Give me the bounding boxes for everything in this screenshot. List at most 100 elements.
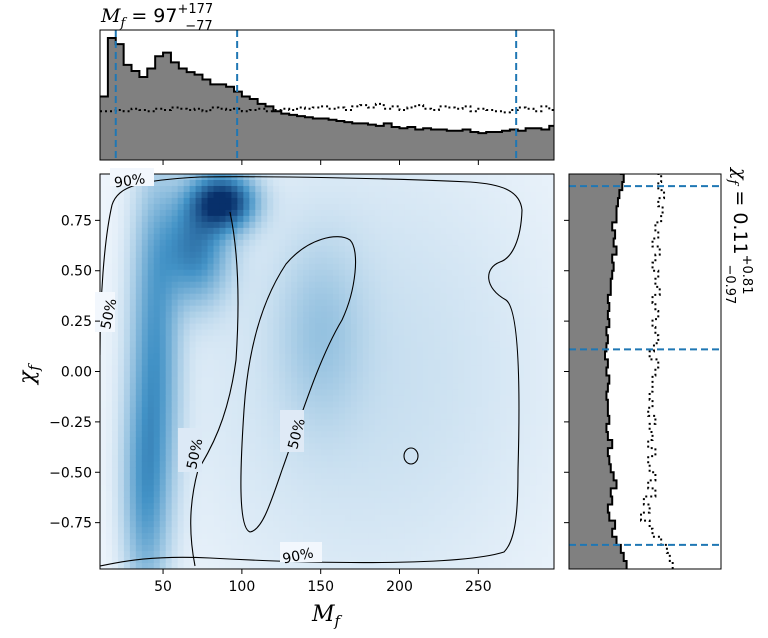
heatmap-cell: [291, 191, 298, 199]
heatmap-cell: [165, 191, 173, 199]
heatmap-cell: [416, 335, 424, 343]
heatmap-cell: [440, 299, 448, 307]
heatmap-cell: [488, 239, 495, 247]
heatmap-cell: [446, 443, 454, 450]
heatmap-cell: [542, 174, 549, 181]
heatmap-cell: [452, 533, 460, 540]
heatmap-cell: [201, 191, 209, 199]
heatmap-cell: [350, 551, 358, 558]
heatmap-cell: [362, 371, 370, 379]
heatmap-cell: [362, 509, 370, 516]
heatmap-cell: [536, 359, 543, 367]
heatmap-cell: [452, 209, 460, 217]
heatmap-cell: [255, 383, 262, 391]
heatmap-cell: [464, 221, 471, 229]
heatmap-cell: [309, 341, 316, 349]
heatmap-cell: [482, 437, 489, 444]
heatmap-cell: [177, 557, 185, 564]
heatmap-cell: [303, 371, 310, 379]
heatmap-cell: [159, 455, 167, 462]
heatmap-cell: [321, 197, 328, 205]
heatmap-cell: [117, 293, 125, 301]
heatmap-cell: [309, 221, 316, 229]
heatmap-cell: [255, 521, 262, 528]
heatmap-cell: [458, 431, 465, 438]
heatmap-cell: [542, 335, 549, 343]
heatmap-cell: [327, 389, 334, 397]
heatmap-cell: [350, 179, 358, 187]
heatmap-cell: [135, 221, 143, 229]
heatmap-cell: [434, 515, 442, 522]
heatmap-cell: [530, 329, 537, 337]
heatmap-cell: [476, 371, 483, 379]
heatmap-cell: [159, 533, 167, 540]
heatmap-cell: [368, 389, 376, 397]
heatmap-cell: [476, 551, 483, 558]
heatmap-cell: [201, 347, 209, 355]
heatmap-cell: [536, 305, 543, 313]
heatmap-cell: [482, 425, 489, 432]
heatmap-cell: [416, 551, 424, 558]
heatmap-cell: [279, 341, 286, 349]
heatmap-cell: [117, 455, 125, 462]
heatmap-cell: [309, 251, 316, 259]
heatmap-cell: [494, 539, 501, 546]
heatmap-cell: [494, 317, 501, 325]
heatmap-cell: [338, 539, 346, 546]
heatmap-cell: [518, 347, 525, 355]
heatmap-cell: [183, 257, 191, 265]
heatmap-cell: [225, 191, 233, 199]
heatmap-cell: [189, 269, 197, 277]
heatmap-cell: [356, 563, 364, 569]
heatmap-cell: [207, 383, 215, 391]
heatmap-cell: [434, 479, 442, 486]
heatmap-cell: [422, 449, 430, 456]
heatmap-cell: [291, 257, 298, 265]
heatmap-cell: [476, 341, 483, 349]
heatmap-cell: [255, 371, 262, 379]
heatmap-cell: [297, 515, 304, 522]
heatmap-cell: [458, 377, 465, 385]
heatmap-cell: [135, 389, 143, 397]
heatmap-cell: [440, 245, 448, 253]
heatmap-cell: [518, 437, 525, 444]
heatmap-cell: [500, 389, 507, 397]
heatmap-cell: [416, 305, 424, 313]
heatmap-cell: [327, 461, 334, 468]
heatmap-cell: [404, 497, 412, 504]
heatmap-cell: [350, 305, 358, 313]
heatmap-cell: [147, 455, 155, 462]
heatmap-cell: [512, 365, 519, 373]
heatmap-cell: [100, 395, 107, 403]
heatmap-cell: [416, 515, 424, 522]
heatmap-cell: [422, 263, 430, 271]
heatmap-cell: [398, 293, 406, 301]
heatmap-cell: [416, 323, 424, 331]
heatmap-cell: [398, 311, 406, 319]
heatmap-cell: [100, 527, 107, 534]
heatmap-cell: [356, 431, 364, 438]
heatmap-cell: [249, 413, 256, 420]
heatmap-cell: [165, 215, 173, 223]
heatmap-cell: [100, 353, 107, 361]
heatmap-cell: [135, 491, 143, 498]
heatmap-cell: [338, 443, 346, 450]
heatmap-cell: [213, 323, 221, 331]
heatmap-cell: [147, 395, 155, 403]
heatmap-cell: [171, 191, 179, 199]
heatmap-cell: [243, 563, 250, 569]
heatmap-cell: [261, 221, 268, 229]
heatmap-cell: [464, 245, 471, 253]
heatmap-cell: [135, 521, 143, 528]
heatmap-cell: [141, 413, 149, 420]
heatmap-cell: [231, 557, 238, 564]
heatmap-cell: [141, 371, 149, 379]
heatmap-cell: [153, 485, 161, 492]
heatmap-cell: [159, 443, 167, 450]
heatmap-cell: [380, 174, 388, 181]
heatmap-cell: [225, 174, 233, 181]
heatmap-cell: [207, 257, 215, 265]
heatmap-cell: [105, 203, 113, 211]
heatmap-cell: [494, 305, 501, 313]
heatmap-cell: [153, 461, 161, 468]
